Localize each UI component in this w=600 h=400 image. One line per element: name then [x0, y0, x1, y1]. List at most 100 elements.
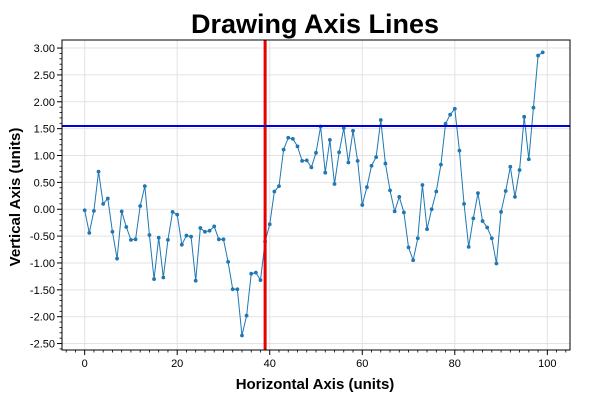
data-point	[360, 203, 365, 207]
data-point	[152, 277, 156, 281]
data-point	[462, 201, 466, 206]
data-point	[221, 237, 226, 242]
data-point	[207, 228, 212, 233]
data-point	[332, 182, 337, 186]
data-point	[105, 196, 110, 201]
data-point	[314, 150, 318, 155]
data-point	[179, 242, 184, 247]
data-point	[517, 168, 522, 172]
data-point	[471, 216, 476, 221]
x-axis-label: Horizontal Axis (units)	[236, 376, 395, 393]
x-tick-label: 40	[264, 358, 276, 370]
data-point	[513, 194, 517, 199]
data-point	[531, 105, 536, 110]
data-point	[392, 209, 397, 214]
data-point	[364, 185, 369, 190]
data-point	[494, 261, 499, 266]
data-point	[355, 158, 360, 163]
data-point	[129, 237, 133, 242]
data-point	[92, 208, 96, 213]
data-point	[503, 189, 508, 193]
data-point	[87, 230, 92, 235]
data-point	[267, 222, 272, 227]
y-tick-label: 0.00	[34, 204, 55, 216]
data-point	[300, 158, 305, 163]
data-point	[443, 121, 448, 126]
data-point	[499, 210, 503, 214]
x-tick-label: 100	[538, 358, 556, 370]
data-point	[415, 236, 420, 241]
data-point	[230, 287, 235, 292]
data-point	[304, 158, 309, 163]
x-axis: 0 20 40 60 80 100	[65, 350, 567, 370]
data-point	[290, 136, 295, 141]
data-point	[249, 271, 254, 276]
y-axis: -2.50 -2.00 -1.50 -1.00 -0.50 0.00 0.50 1.00 1.5…	[30, 43, 62, 351]
data-point	[327, 138, 332, 142]
data-point	[402, 210, 406, 215]
data-point	[374, 155, 379, 160]
data-point	[489, 236, 494, 241]
data-point	[309, 165, 314, 170]
x-tick-label: 20	[171, 358, 183, 370]
data-point	[235, 287, 240, 292]
data-point	[240, 333, 244, 338]
data-point	[184, 233, 189, 238]
data-point	[96, 169, 101, 174]
data-point	[161, 275, 166, 280]
data-point	[480, 219, 485, 223]
y-tick-label: 3.00	[34, 43, 55, 55]
grid-lines	[62, 40, 570, 350]
y-tick-label: -1.00	[30, 258, 55, 270]
data-point	[429, 207, 434, 212]
y-tick-label: -0.50	[30, 231, 55, 243]
data-point	[295, 144, 300, 149]
data-point	[420, 183, 425, 187]
y-tick-label: -2.00	[30, 312, 55, 324]
data-point	[226, 259, 230, 264]
data-point	[133, 237, 138, 242]
data-point	[397, 194, 402, 199]
data-point	[369, 163, 374, 168]
data-point	[536, 53, 540, 58]
data-point	[526, 157, 531, 162]
y-tick-label: 2.50	[34, 70, 55, 82]
data-point	[212, 224, 217, 229]
data-point	[286, 135, 291, 140]
data-point	[378, 118, 383, 122]
data-point	[166, 237, 170, 242]
y-tick-label: -1.50	[30, 285, 55, 297]
data-point	[281, 147, 286, 152]
plot-frame	[61, 39, 571, 351]
data-point	[434, 189, 439, 194]
data-point	[170, 210, 175, 214]
y-tick-label: 1.00	[34, 151, 55, 163]
data-point	[457, 148, 462, 153]
data-point	[277, 184, 281, 189]
data-point	[244, 313, 249, 318]
series-line	[84, 51, 543, 336]
data-point	[175, 212, 180, 217]
data-point	[101, 201, 106, 206]
data-point	[258, 278, 263, 283]
data-point	[411, 258, 416, 263]
data-point	[110, 229, 115, 234]
data-point	[337, 150, 342, 155]
data-point	[272, 189, 277, 194]
data-point	[448, 112, 453, 117]
data-point	[156, 235, 161, 240]
data-point	[193, 278, 198, 283]
data-point	[142, 184, 147, 189]
data-point	[383, 161, 388, 166]
data-point	[147, 233, 152, 237]
data-point	[323, 170, 328, 175]
y-tick-label: 1.50	[34, 124, 55, 136]
data-point	[466, 244, 471, 249]
y-tick-label: -2.50	[30, 339, 55, 351]
data-point	[485, 225, 490, 230]
data-point	[253, 270, 258, 275]
y-tick-label: 0.50	[34, 177, 55, 189]
x-tick-label: 60	[356, 358, 368, 370]
data-point	[115, 256, 119, 261]
